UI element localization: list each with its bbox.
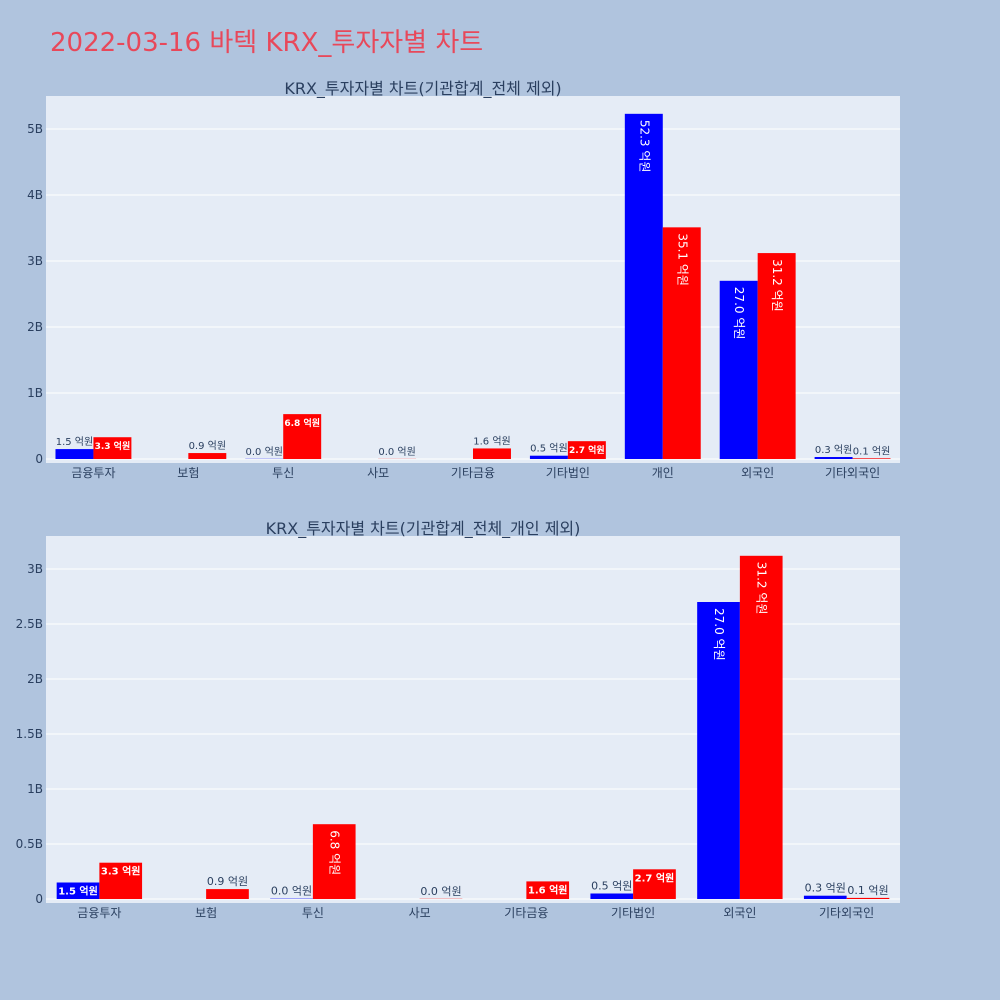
- data-label: 3.3 억원: [95, 440, 131, 452]
- x-tick-label: 사모: [409, 906, 431, 920]
- x-tick-label: 외국인: [741, 466, 774, 480]
- x-tick-label: 기타금융: [504, 906, 548, 920]
- data-label: 0.1 억원: [847, 884, 888, 897]
- data-label: 35.1 억원: [675, 233, 689, 286]
- x-tick-label: 금융투자: [77, 906, 121, 920]
- bar: [624, 113, 663, 459]
- data-label: 52.3 억원: [637, 120, 651, 173]
- y-tick-label: 1B: [27, 386, 43, 400]
- data-label: 0.3 억원: [805, 882, 846, 895]
- bar: [814, 457, 853, 459]
- x-tick-label: 기타외국인: [825, 466, 880, 480]
- chart-2: 0 0.5B 1B 1.5B 2B 2.5B 3B KRX_투자자별 차트(기관합계_전체_개…: [16, 519, 900, 920]
- bar: [99, 862, 143, 899]
- bar: [739, 555, 783, 899]
- data-label: 1.5 억원: [58, 885, 98, 898]
- bar: [662, 227, 701, 459]
- data-label: 0.9 억원: [189, 440, 226, 452]
- bar: [852, 458, 891, 459]
- y-tick-label: 5B: [27, 122, 43, 136]
- x-tick-label: 금융투자: [71, 466, 115, 480]
- bar: [188, 453, 227, 459]
- x-tick-label: 투신: [272, 466, 294, 480]
- data-label: 0.0 억원: [246, 446, 283, 458]
- data-label: 3.3 억원: [101, 865, 141, 878]
- chart-title: KRX_투자자별 차트(기관합계_전체 제외): [284, 79, 561, 99]
- bar: [206, 889, 249, 899]
- data-label: 0.9 억원: [207, 875, 248, 888]
- y-tick-label: 1B: [27, 782, 43, 796]
- x-tick-label: 기타금융: [451, 466, 495, 480]
- data-label: 1.6 억원: [473, 435, 510, 447]
- bar: [757, 253, 796, 459]
- data-label: 6.8 억원: [328, 830, 342, 875]
- data-label: 1.6 억원: [528, 883, 568, 896]
- data-label: 0.0 억원: [378, 446, 415, 458]
- y-tick-label: 4B: [27, 188, 43, 202]
- x-tick-label: 개인: [652, 466, 674, 480]
- chart-title: KRX_투자자별 차트(기관합계_전체_개인 제외): [266, 519, 581, 539]
- data-label: 0.5 억원: [591, 880, 632, 893]
- y-tick-label: 2.5B: [16, 617, 43, 631]
- y-tick-label: 1.5B: [16, 727, 43, 741]
- bar: [526, 881, 570, 899]
- x-tick-label: 기타법인: [611, 906, 655, 920]
- bar: [55, 449, 94, 459]
- y-tick-label: 0: [35, 452, 43, 466]
- x-tick-label: 기타법인: [546, 466, 590, 480]
- data-label: 31.2 억원: [770, 259, 784, 312]
- x-tick-label: 외국인: [723, 906, 756, 920]
- bar: [803, 895, 847, 899]
- bar: [56, 882, 100, 899]
- data-label: 27.0 억원: [712, 608, 726, 661]
- bar: [312, 824, 356, 899]
- x-tick-label: 보험: [195, 906, 217, 920]
- data-label: 27.0 억원: [732, 287, 746, 340]
- bar: [633, 869, 676, 899]
- data-label: 1.5 억원: [56, 436, 93, 448]
- data-label: 2.7 억원: [635, 871, 675, 884]
- data-label: 2.7 억원: [569, 444, 605, 456]
- data-label: 31.2 억원: [755, 562, 769, 615]
- x-tick-label: 기타외국인: [819, 906, 874, 920]
- y-tick-label: 3B: [27, 562, 43, 576]
- data-label: 0.0 억원: [271, 885, 312, 898]
- bar: [846, 897, 890, 899]
- bar: [529, 455, 568, 459]
- bar: [473, 448, 511, 459]
- bar: [283, 414, 322, 459]
- bar: [93, 437, 132, 459]
- data-label: 0.0 억원: [420, 885, 461, 898]
- data-label: 0.3 억원: [815, 444, 852, 456]
- bar: [719, 280, 758, 459]
- y-tick-label: 2B: [27, 320, 43, 334]
- x-tick-label: 사모: [367, 466, 389, 480]
- bar: [697, 602, 740, 899]
- data-label: 6.8 억원: [284, 417, 320, 429]
- page-title: 2022-03-16 바텍 KRX_투자자별 차트: [50, 28, 484, 58]
- data-label: 0.1 억원: [853, 445, 890, 457]
- y-tick-label: 0: [35, 892, 43, 906]
- bar: [590, 893, 634, 899]
- data-label: 0.5 억원: [530, 443, 567, 455]
- bar: [567, 441, 606, 459]
- y-tick-label: 3B: [27, 254, 43, 268]
- x-tick-label: 보험: [177, 466, 199, 480]
- y-tick-label: 2B: [27, 672, 43, 686]
- x-tick-label: 투신: [302, 906, 324, 920]
- chart-1: 0 1B 2B 3B 4B 5B KRX_투자자별 차트(기관합계_전체 제외) 금융투자 1.…: [27, 79, 900, 480]
- y-tick-label: 0.5B: [16, 837, 43, 851]
